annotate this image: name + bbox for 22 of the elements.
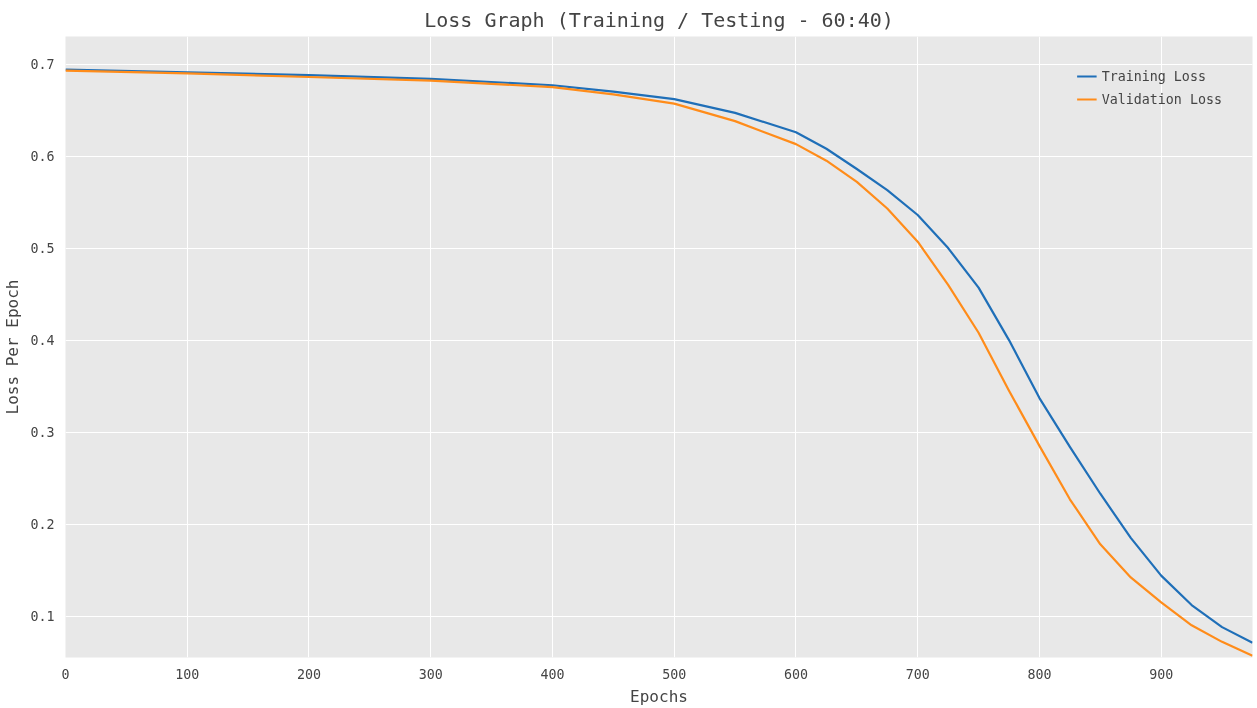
x-tick-label: 0 xyxy=(61,666,70,682)
legend-label: Training Loss xyxy=(1101,68,1206,84)
y-tick-label: 0.5 xyxy=(30,241,55,257)
y-tick-label: 0.3 xyxy=(30,425,55,441)
x-tick-label: 500 xyxy=(662,666,687,682)
y-tick-label: 0.6 xyxy=(30,149,55,165)
chart-title: Loss Graph (Training / Testing - 60:40) xyxy=(424,7,894,32)
x-axis-title: Epochs xyxy=(630,686,688,706)
x-tick-label: 700 xyxy=(905,666,930,682)
x-tick-label: 900 xyxy=(1149,666,1174,682)
legend-label: Validation Loss xyxy=(1101,91,1222,107)
x-tick-label: 800 xyxy=(1027,666,1052,682)
y-axis-title: Loss Per Epoch xyxy=(3,279,23,415)
y-tick-label: 0.4 xyxy=(30,333,55,349)
x-tick-label: 200 xyxy=(296,666,322,682)
x-tick-label: 300 xyxy=(418,666,443,682)
x-tick-label: 100 xyxy=(175,666,200,682)
x-tick-label: 600 xyxy=(783,666,808,682)
x-tick-label: 400 xyxy=(540,666,565,682)
y-tick-label: 0.1 xyxy=(30,609,55,625)
y-tick-label: 0.7 xyxy=(30,57,55,73)
y-tick-label: 0.2 xyxy=(30,517,55,533)
